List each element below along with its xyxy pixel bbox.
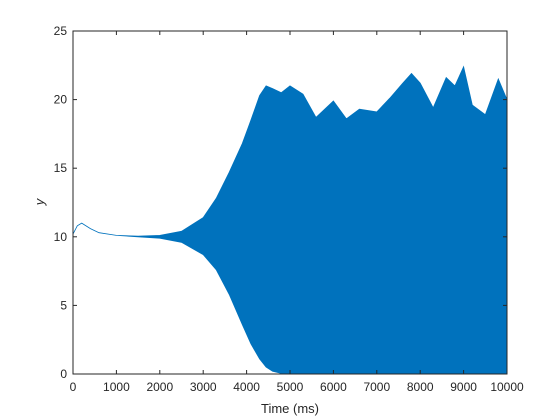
x-tick-label: 10000 [490, 380, 524, 394]
x-tick-label: 8000 [407, 380, 434, 394]
y-tick-label: 20 [54, 93, 68, 107]
y-tick-label: 10 [54, 230, 68, 244]
x-tick-label: 1000 [103, 380, 130, 394]
x-axis-label: Time (ms) [261, 401, 319, 416]
y-axis-label: y [32, 197, 47, 206]
y-tick-label: 0 [60, 367, 67, 381]
y-tick-label: 5 [60, 298, 67, 312]
x-tick-label: 5000 [277, 380, 304, 394]
x-tick-label: 7000 [363, 380, 390, 394]
x-tick-label: 9000 [450, 380, 477, 394]
x-tick-label: 0 [70, 380, 77, 394]
x-tick-label: 3000 [190, 380, 217, 394]
y-tick-label: 15 [54, 161, 68, 175]
x-tick-label: 4000 [233, 380, 260, 394]
x-tick-label: 6000 [320, 380, 347, 394]
x-tick-label: 2000 [146, 380, 173, 394]
y-tick-label: 25 [54, 24, 68, 38]
tick-layer: 0 1000 2000 3000 4000 5000 6000 7000 8000 9000 100… [54, 24, 524, 394]
